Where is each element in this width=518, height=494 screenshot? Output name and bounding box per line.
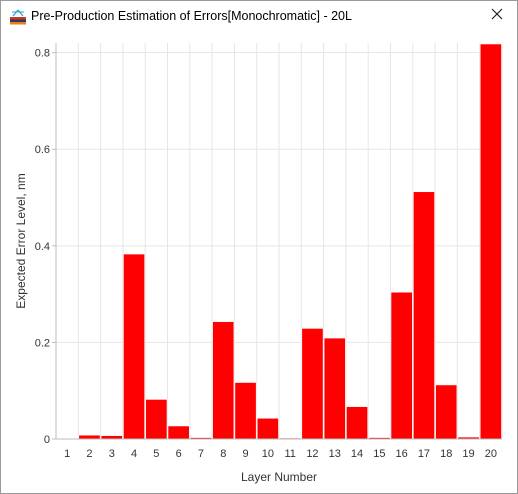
y-tick-label: 0.8 — [35, 48, 50, 60]
x-axis-title: Layer Number — [241, 470, 317, 484]
bar-layer-17 — [412, 191, 435, 440]
bar-layer-5 — [145, 399, 168, 440]
x-tick-label: 10 — [262, 448, 274, 460]
x-tick-label: 20 — [485, 448, 497, 460]
x-tick-labels: 1 2 3 4 5 6 7 8 9 10 11 12 13 14 15 16 17 18 19 20 — [64, 448, 497, 460]
chart-area: 0 0.2 0.4 0.6 0.8 1 2 3 4 5 6 7 8 9 10 11 12 13 14 15 16 17 1… — [1, 33, 517, 493]
x-tick-label: 17 — [418, 448, 430, 460]
x-tick-label: 5 — [153, 448, 159, 460]
bar-layer-14 — [346, 406, 368, 440]
x-tick-label: 4 — [131, 448, 137, 460]
close-icon — [491, 7, 503, 25]
bar-layer-16 — [390, 291, 413, 440]
window-title: Pre-Production Estimation of Errors[Mono… — [31, 9, 352, 23]
bar-layer-10 — [256, 417, 279, 440]
app-logo-icon — [9, 9, 27, 25]
y-tick-label: 0 — [44, 434, 50, 446]
bar-layer-6 — [167, 425, 190, 440]
x-tick-label: 15 — [373, 448, 385, 460]
x-tick-label: 2 — [86, 448, 92, 460]
bar-layer-12 — [301, 328, 324, 440]
bars-group — [56, 43, 502, 440]
x-tick-label: 12 — [306, 448, 318, 460]
x-tick-label: 6 — [176, 448, 182, 460]
y-tick-label: 0.6 — [35, 144, 50, 156]
x-tick-label: 14 — [351, 448, 363, 460]
x-tick-label: 18 — [440, 448, 452, 460]
y-axis-title: Expected Error Level, nm — [14, 173, 28, 308]
title-bar[interactable]: Pre-Production Estimation of Errors[Mono… — [1, 1, 517, 33]
x-tick-label: 1 — [64, 448, 70, 460]
x-tick-label: 16 — [396, 448, 408, 460]
x-tick-label: 19 — [462, 448, 474, 460]
x-tick-label: 3 — [109, 448, 115, 460]
x-tick-label: 9 — [242, 448, 248, 460]
bar-layer-4 — [123, 253, 146, 440]
close-button[interactable] — [483, 3, 511, 29]
bar-layer-20 — [479, 43, 502, 440]
axes-group — [55, 43, 502, 440]
x-tick-label: 11 — [284, 448, 295, 460]
bar-layer-8 — [212, 321, 235, 440]
x-tick-label: 13 — [329, 448, 341, 460]
bar-chart: 00.20.40.60.8 1 2 3 4 5 6 7 8 9 10 11 12 13 14 15 16 17 1… — [14, 43, 503, 484]
x-tick-label: 7 — [198, 448, 204, 460]
bar-layer-9 — [234, 382, 257, 440]
bar-layer-3 — [100, 435, 123, 440]
y-tick-labels: 0 0.2 0.4 0.6 0.8 — [35, 48, 56, 446]
bar-layer-18 — [435, 384, 458, 440]
x-tick-label: 8 — [220, 448, 226, 460]
y-tick-label: 0.4 — [35, 241, 50, 253]
y-tick-label: 0.2 — [35, 337, 50, 349]
bar-layer-13 — [323, 337, 346, 440]
grid-lines — [55, 43, 503, 440]
bar-layer-2 — [78, 434, 101, 440]
